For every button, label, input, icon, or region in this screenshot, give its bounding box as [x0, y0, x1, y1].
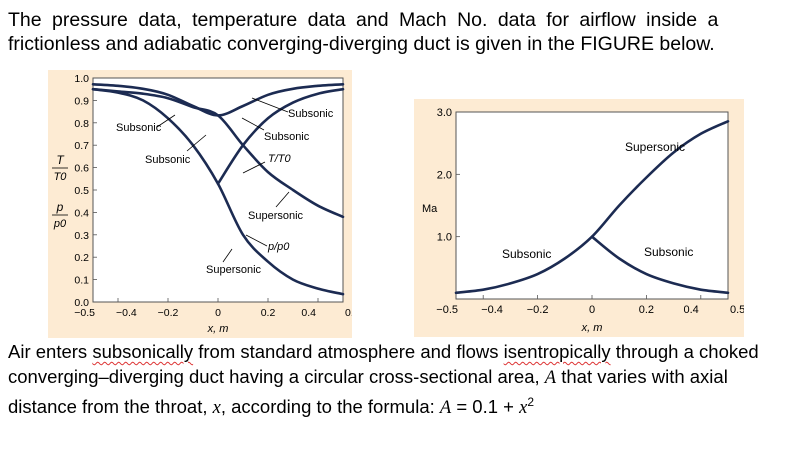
y-tick-labels: 1.0 2.0 3.0	[437, 107, 460, 244]
arrow-subsonic-a	[156, 114, 176, 128]
x-tick-label: −0.5	[74, 307, 95, 319]
x-axis-label: x, m	[207, 323, 229, 335]
mach-number-chart: 1.0 2.0 3.0 −0.5 −0.4 −0.2 0 0.2 0.4 0.5 Ma x, m…	[422, 107, 745, 334]
y-tick-label: 3.0	[437, 107, 452, 119]
y-tick-label: 0.9	[74, 95, 89, 107]
x-tick-label: −0.5	[436, 304, 458, 316]
y-tick-label: 0.6	[74, 163, 89, 175]
intro-line-1: The pressure data, temperature data and …	[8, 9, 719, 31]
x-tick-label: 0	[215, 307, 221, 319]
statement-part-5: , according to the formula:	[220, 396, 440, 418]
ylabel-p-num: p	[56, 200, 64, 214]
y-tick-label: 2.0	[437, 169, 452, 181]
label-supersonic-a: Supersonic	[248, 210, 304, 222]
statement-part-1: Air enters	[8, 341, 93, 362]
ylabel-t-den: T0	[54, 171, 68, 183]
formula-exponent: 2	[527, 395, 534, 409]
label-supersonic: Supersonic	[625, 140, 685, 154]
label-t-ratio: T/T0	[268, 153, 291, 165]
statement-part-3: through a choked converging–diverging du…	[8, 341, 759, 387]
statement-part-2: from standard atmosphere and flows	[193, 341, 504, 362]
plot-area	[455, 111, 729, 300]
arrow-subsonic-d	[241, 117, 265, 131]
y-tick-label: 1.0	[437, 232, 452, 244]
intro-text: The pressure data, temperature data and …	[8, 8, 800, 56]
y-axis-label: Ma	[422, 203, 438, 215]
y-tick-label: 0.0	[74, 297, 89, 309]
formula-x: x	[519, 398, 528, 419]
curves	[454, 120, 730, 295]
y-tick-label: 0.1	[74, 275, 89, 287]
y-tick-label: 0.4	[74, 207, 89, 219]
label-subsonic-left: Subsonic	[502, 247, 551, 261]
x-tick-label: 0.5	[345, 307, 352, 319]
label-subsonic-b: Subsonic	[145, 154, 191, 166]
statement-part-4: that varies with axial distance from the…	[8, 365, 728, 418]
x-tick-label: −0.2	[158, 307, 179, 319]
series-line-2	[590, 235, 730, 295]
intro-line-2: frictionless and adiabatic converging-di…	[8, 33, 715, 55]
arrow-supersonic-a	[275, 191, 290, 208]
label-supersonic-b: Supersonic	[206, 264, 262, 276]
x-tick-label: −0.4	[116, 307, 137, 319]
label-p-ratio: p/p0	[267, 241, 290, 253]
label-subsonic-c: Subsonic	[288, 108, 334, 120]
y-tick-label: 0.7	[74, 140, 89, 152]
mach-number-chart-panel: 1.0 2.0 3.0 −0.5 −0.4 −0.2 0 0.2 0.4 0.5 Ma x, m…	[414, 99, 745, 337]
formula-area: A	[439, 398, 452, 419]
arrow-subsonic-c	[251, 97, 289, 113]
y-tick-labels: 0.0 0.1 0.2 0.3 0.4 0.5 0.6 0.7 0.8 0.9 1.0	[74, 73, 97, 309]
formula-middle: = 0.1 +	[451, 396, 520, 418]
ylabel-t-num: T	[56, 153, 65, 167]
symbol-x: x	[212, 398, 221, 419]
problem-statement: Air enters subsonically from standard at…	[8, 340, 798, 421]
x-tick-labels: −0.5 −0.4 −0.2 0 0.2 0.4 0.5	[436, 295, 745, 316]
x-tick-label: 0.4	[684, 304, 699, 316]
arrow-p-ratio	[245, 234, 268, 247]
y-tick-label: 0.2	[74, 252, 89, 264]
y-tick-label: 0.8	[74, 118, 89, 130]
y-tick-label: 0.5	[74, 185, 89, 197]
arrow-supersonic-b	[222, 248, 233, 263]
arrow-subsonic-b	[186, 134, 207, 152]
symbol-area: A	[544, 367, 557, 388]
label-subsonic-a: Subsonic	[116, 122, 162, 134]
x-tick-label: 0.5	[730, 304, 744, 316]
series-line-3	[91, 87, 345, 219]
temperature-pressure-chart: 0.0 0.1 0.2 0.3 0.4 0.5 0.6 0.7 0.8 0.9 1.0 −0.5 −0…	[52, 73, 360, 335]
x-tick-label: 0.2	[261, 307, 276, 319]
word-subsonically: subsonically	[92, 341, 194, 362]
label-subsonic-d: Subsonic	[264, 131, 310, 143]
arrow-t-ratio	[242, 161, 266, 174]
y-tick-label: 1.0	[74, 73, 89, 85]
label-subsonic-right: Subsonic	[644, 245, 693, 259]
y-tick-label: 0.3	[74, 230, 89, 242]
x-tick-label: −0.2	[527, 304, 549, 316]
temperature-pressure-chart-panel: 0.0 0.1 0.2 0.3 0.4 0.5 0.6 0.7 0.8 0.9 1.0 −0.5 −0…	[48, 70, 360, 338]
word-isentropically: isentropically	[503, 341, 611, 362]
x-tick-label: −0.4	[481, 304, 503, 316]
x-axis-label: x, m	[581, 322, 603, 334]
x-tick-label: 0	[589, 304, 595, 316]
x-tick-label: 0.4	[301, 307, 316, 319]
ylabel-p-den: p0	[53, 218, 67, 230]
x-tick-label: 0.2	[639, 304, 654, 316]
